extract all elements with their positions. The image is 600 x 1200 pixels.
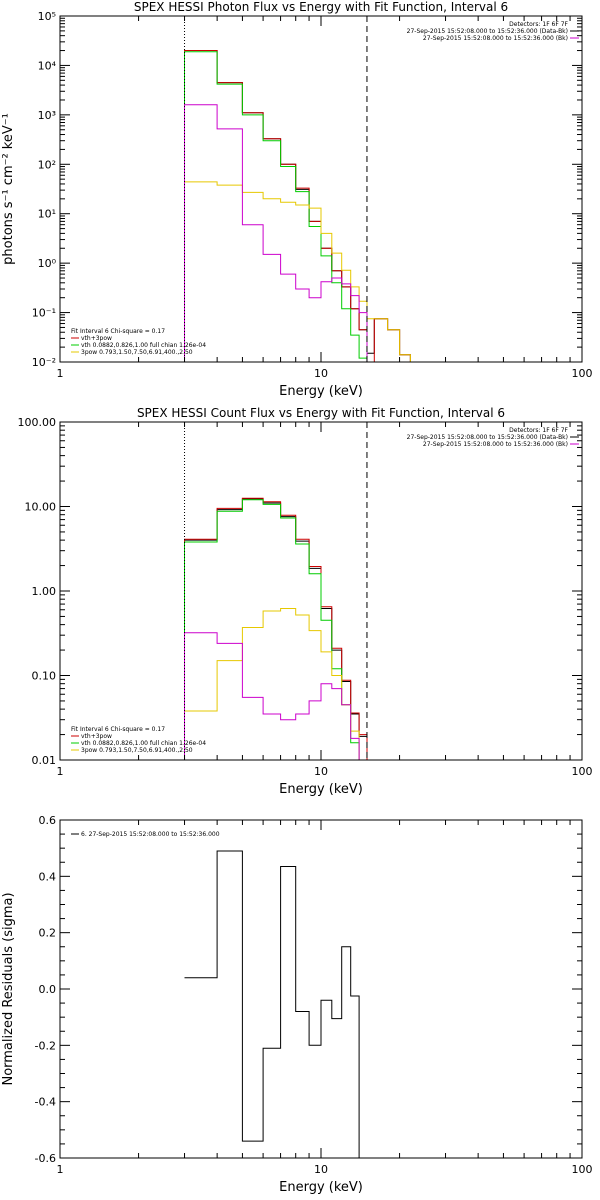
series-line	[184, 632, 360, 760]
x-axis-label: Energy (keV)	[279, 384, 363, 399]
series-line	[184, 498, 368, 760]
series-line	[184, 608, 368, 760]
x-tick-label: 10	[314, 367, 328, 380]
y-tick-label: -0.4	[35, 1096, 56, 1109]
legend-entry: 6. 27-Sep-2015 15:52:08.000 to 15:52:36.…	[81, 831, 220, 838]
plot-frame	[59, 15, 583, 363]
y-tick-label: 0.4	[39, 870, 57, 883]
x-tick-label: 100	[572, 765, 593, 778]
legend-entry: Fit Interval 6 Chi-square = 0.17	[71, 726, 165, 733]
legend-entry: 27-Sep-2015 15:52:08.000 to 15:52:36.000…	[423, 441, 568, 448]
y-tick-label: 0.2	[39, 927, 57, 940]
legend-entry: vth+3pow	[81, 733, 112, 740]
legend-entry: Detectors: 1F 6F 7F	[509, 427, 568, 434]
plot-frame	[59, 819, 583, 1159]
legend-entry: vth+3pow	[81, 335, 112, 342]
series-line	[184, 499, 360, 760]
x-tick-label: 100	[572, 367, 593, 380]
y-tick-label: 0.01	[32, 754, 57, 767]
y-tick-label: 10⁴	[38, 59, 57, 72]
y-tick-label: 10³	[38, 109, 56, 122]
y-tick-label: 0.10	[32, 670, 57, 683]
y-tick-label: 100.00	[18, 416, 57, 429]
y-axis-label: Normalized Residuals (sigma)	[1, 892, 16, 1085]
legend-entry: Detectors: 1F 6F 7F	[509, 21, 568, 28]
x-tick-label: 10	[314, 1163, 328, 1176]
y-tick-label: 1.00	[32, 585, 57, 598]
chart-panel-photon-flux: SPEX HESSI Photon Flux vs Energy with Fi…	[1, 0, 593, 399]
y-tick-label: -0.6	[35, 1152, 56, 1165]
x-axis-label: Energy (keV)	[279, 782, 363, 797]
chart-title: SPEX HESSI Count Flux vs Energy with Fit…	[137, 406, 505, 420]
x-tick-label: 1	[57, 367, 64, 380]
series-line	[184, 51, 368, 362]
series-line	[184, 181, 411, 362]
y-tick-label: 10²	[38, 158, 56, 171]
series-group	[184, 50, 411, 362]
series-line	[184, 850, 367, 1158]
series-line	[184, 50, 411, 362]
legend-entry: 27-Sep-2015 15:52:08.000 to 15:52:36.000…	[407, 28, 568, 35]
y-tick-label: 10¹	[38, 208, 56, 221]
x-tick-label: 1	[57, 1163, 64, 1176]
y-tick-label: 10⁻²	[32, 356, 56, 369]
legend-entry: 3pow 0.793,1.50,7.50,6.91,400.,2.50	[81, 747, 193, 754]
series-line	[184, 104, 368, 362]
y-tick-label: 10⁰	[38, 257, 57, 270]
legend-entry: vth 0.0882,0.826,1.00 full chian 1.26e-0…	[81, 342, 206, 349]
y-tick-label: 0.0	[39, 983, 57, 996]
x-tick-label: 10	[314, 765, 328, 778]
y-tick-label: 10⁵	[38, 10, 56, 23]
x-tick-label: 1	[57, 765, 64, 778]
y-axis-label: photons s⁻¹ cm⁻² keV⁻¹	[1, 113, 16, 265]
series-group	[184, 850, 367, 1158]
legend-entry: Fit Interval 6 Chi-square = 0.17	[71, 328, 165, 335]
legend-entry: vth 0.0882,0.826,1.00 full chian 1.26e-0…	[81, 740, 206, 747]
legend-entry: 27-Sep-2015 15:52:08.000 to 15:52:36.000…	[423, 35, 568, 42]
y-tick-label: 0.6	[39, 814, 57, 827]
x-tick-label: 100	[572, 1163, 593, 1176]
series-group	[184, 497, 368, 760]
x-axis-label: Energy (keV)	[279, 1180, 363, 1195]
chart-title: SPEX HESSI Photon Flux vs Energy with Fi…	[134, 0, 508, 14]
y-tick-label: 10⁻¹	[32, 307, 56, 320]
y-tick-label: -0.2	[35, 1039, 56, 1052]
series-line	[184, 50, 411, 362]
chart-panel-count-flux: SPEX HESSI Count Flux vs Energy with Fit…	[18, 406, 593, 797]
legend-entry: 27-Sep-2015 15:52:08.000 to 15:52:36.000…	[407, 434, 568, 441]
legend-entry: 3pow 0.793,1.50,7.50,6.91,400.,2.50	[81, 349, 193, 356]
chart-panel-residuals: 1 10 100 -0.6 -0.4 -0.2 0.0 0.2 0.4 0.6 Energy (ke…	[1, 814, 593, 1195]
y-tick-label: 10.00	[25, 501, 57, 514]
series-line	[184, 497, 368, 760]
